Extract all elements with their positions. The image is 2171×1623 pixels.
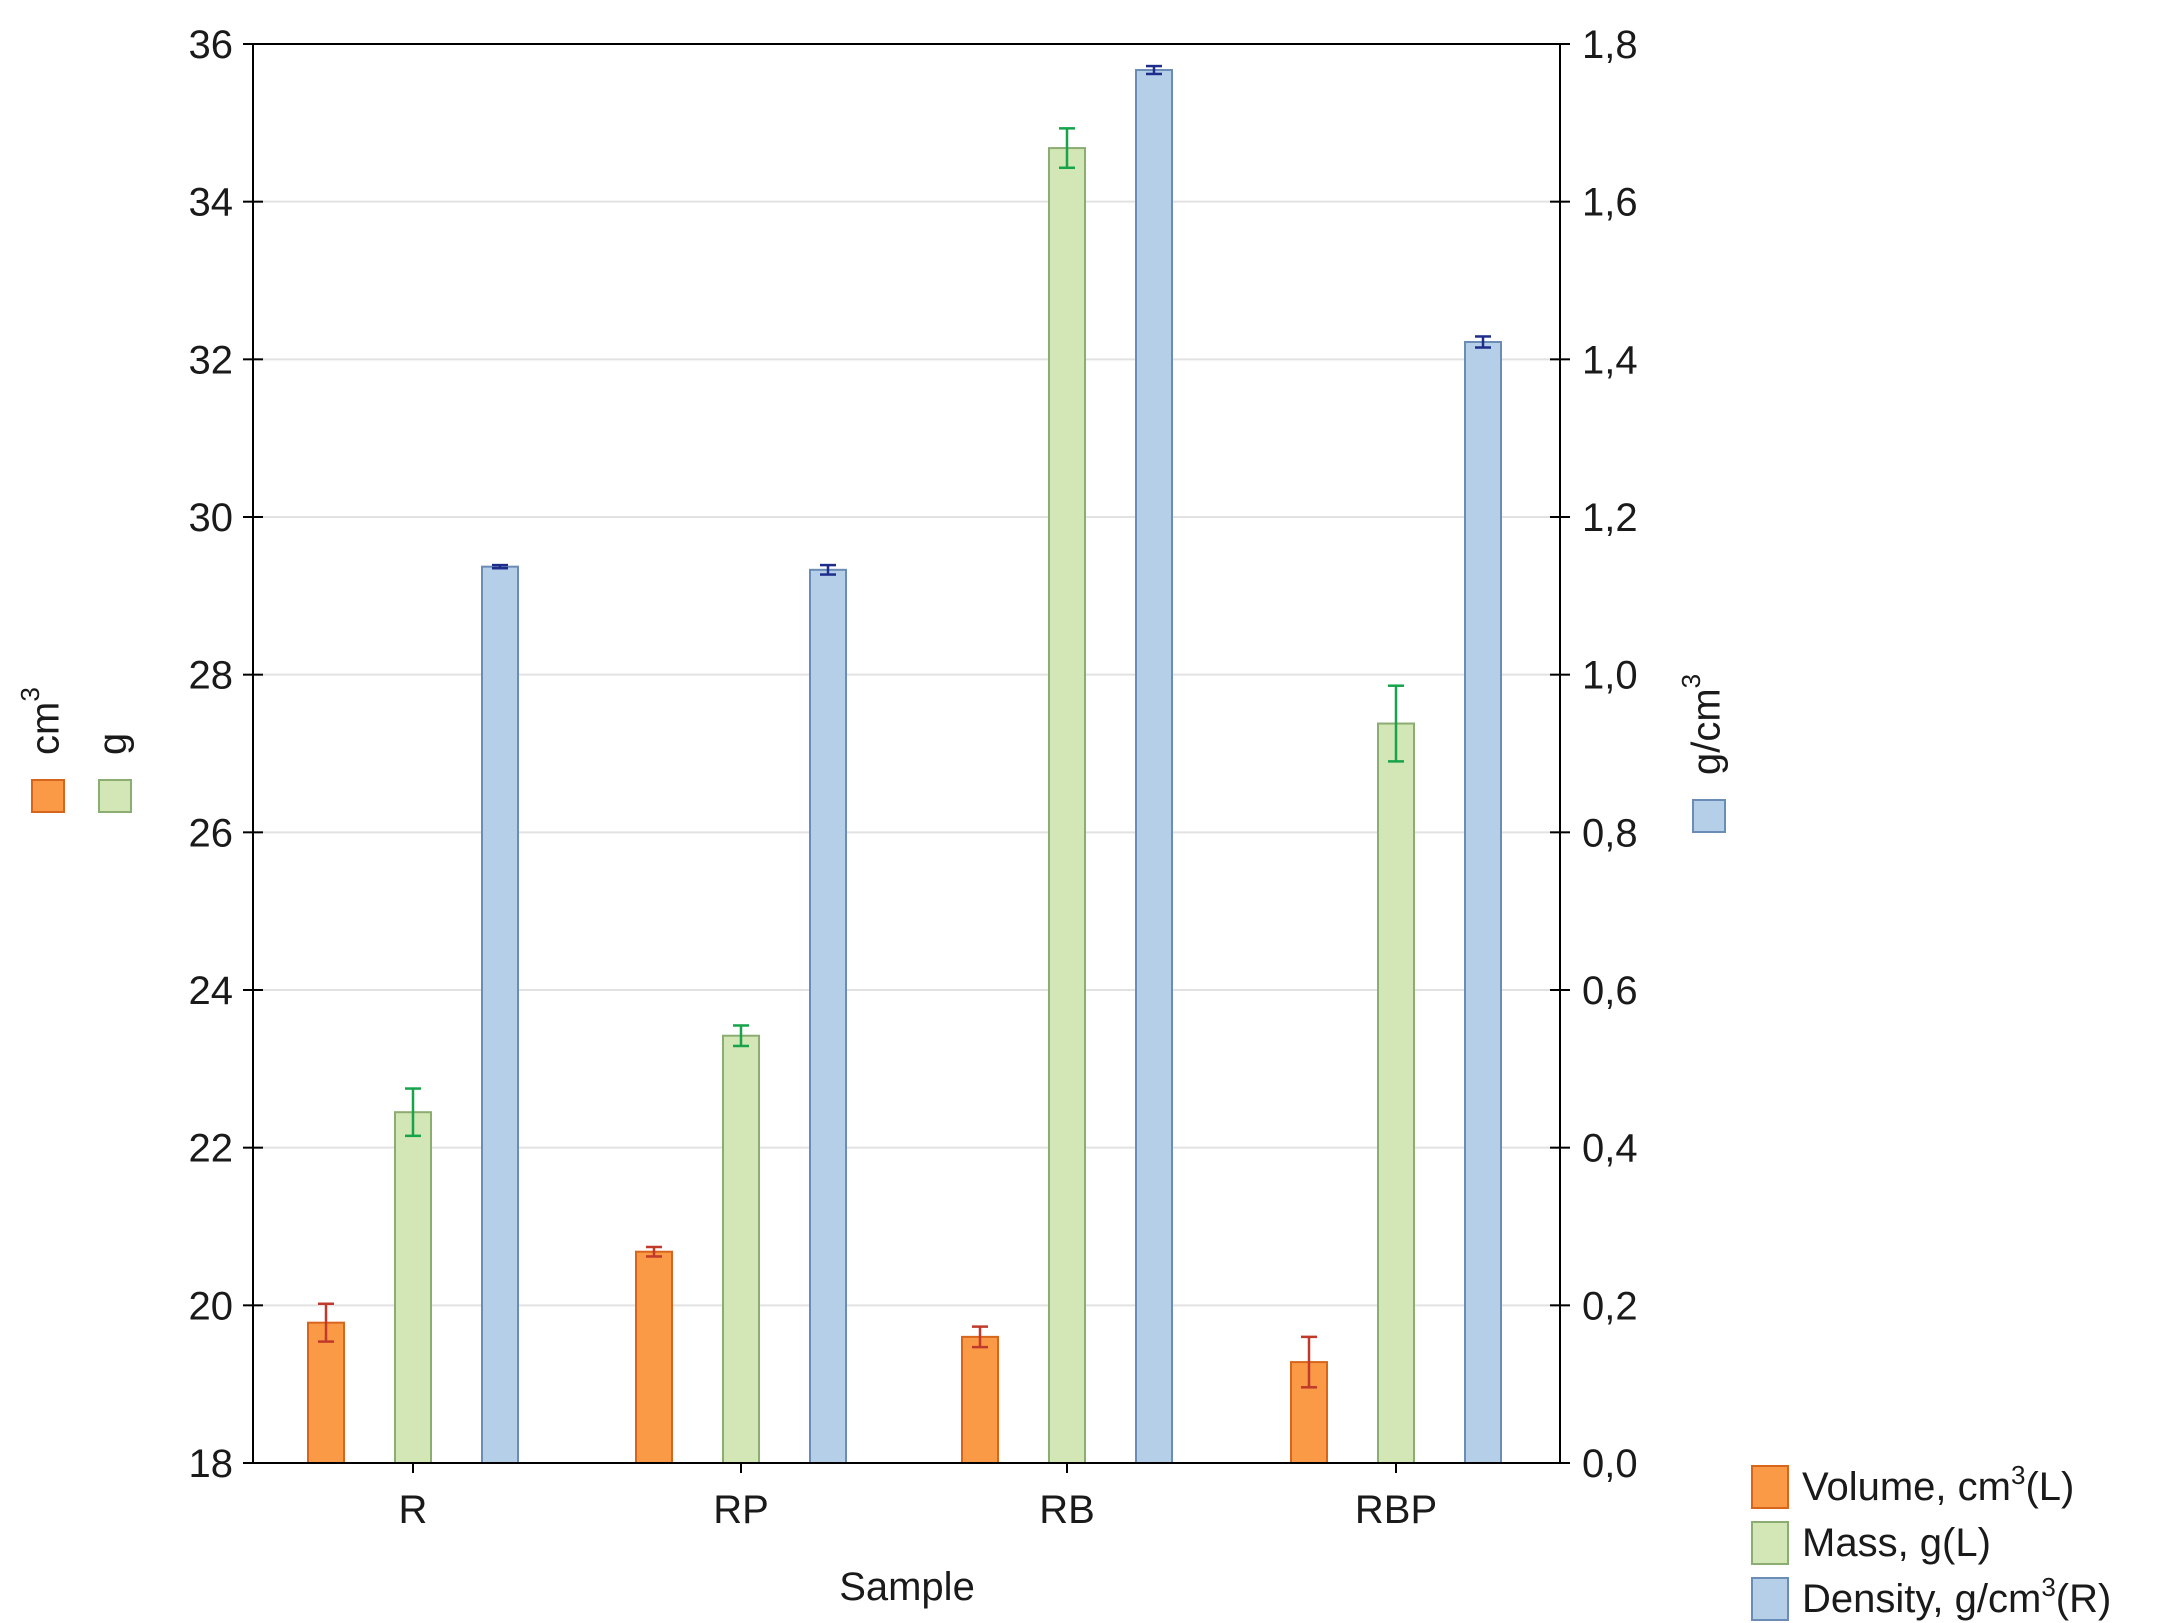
x-tick-label: RP bbox=[713, 1488, 769, 1532]
left-axis-legend-mass: g bbox=[91, 733, 135, 813]
legend-item-density: Density, g/cm3(R) bbox=[1751, 1572, 2111, 1621]
bar-density-r bbox=[481, 565, 519, 1464]
bar-density-rbp bbox=[1464, 340, 1502, 1464]
right-tick-label: 1,0 bbox=[1582, 654, 1638, 698]
legend: Volume, cm3(L) Mass, g(L) Density, g/cm3(R… bbox=[1751, 1460, 2111, 1621]
left-legend-swatch bbox=[98, 779, 132, 813]
bar-mass-rbp bbox=[1377, 722, 1415, 1464]
x-tick-label: RB bbox=[1039, 1488, 1095, 1532]
right-tick-label: 0,4 bbox=[1582, 1127, 1638, 1171]
left-tick-label: 36 bbox=[189, 23, 234, 67]
right-tick-label: 0,6 bbox=[1582, 969, 1638, 1013]
left-y-axis-ticks: 18 20 22 24 26 28 30 32 34 36 bbox=[189, 23, 263, 1486]
legend-item-volume: Volume, cm3(L) bbox=[1751, 1460, 2074, 1509]
superscript: 3 bbox=[2041, 1572, 2055, 1602]
left-legend-swatch bbox=[31, 779, 65, 813]
left-axis-title: cm3 bbox=[15, 687, 68, 755]
superscript: 3 bbox=[1676, 674, 1706, 688]
right-tick-label: 1,2 bbox=[1582, 496, 1638, 540]
superscript: 3 bbox=[15, 687, 45, 701]
right-tick-label: 1,6 bbox=[1582, 181, 1638, 225]
right-axis-legend: g/cm3 bbox=[1676, 674, 1729, 833]
left-tick-label: 30 bbox=[189, 496, 234, 540]
left-tick-label: 34 bbox=[189, 181, 234, 225]
legend-label-suffix: (R) bbox=[2056, 1577, 2112, 1621]
x-tick-label: RBP bbox=[1355, 1488, 1437, 1532]
legend-item-mass: Mass, g(L) bbox=[1751, 1521, 1991, 1565]
right-legend-swatch bbox=[1692, 799, 1726, 833]
gridlines bbox=[253, 200, 1560, 1307]
right-tick-label: 1,8 bbox=[1582, 23, 1638, 67]
left-tick-label: 24 bbox=[189, 969, 234, 1013]
right-tick-label: 0,0 bbox=[1582, 1442, 1638, 1486]
bar-volume-r bbox=[307, 1321, 345, 1464]
left-axis-legend-volume: cm3 bbox=[15, 687, 68, 813]
bar-density-rb bbox=[1135, 69, 1173, 1464]
left-tick-label: 22 bbox=[189, 1127, 234, 1171]
right-axis-legend-density: g/cm3 bbox=[1676, 674, 1729, 833]
legend-label: Mass, g(L) bbox=[1802, 1521, 1991, 1565]
left-tick-label: 18 bbox=[189, 1442, 234, 1486]
bar-density-rp bbox=[809, 568, 847, 1464]
legend-label-suffix: (L) bbox=[2025, 1465, 2074, 1509]
bar-series bbox=[307, 69, 1502, 1465]
right-tick-label: 1,4 bbox=[1582, 338, 1638, 382]
bar-mass-r bbox=[394, 1111, 432, 1464]
left-axis-title: g bbox=[91, 733, 135, 755]
right-axis-title: g/cm3 bbox=[1676, 674, 1729, 775]
legend-label: Volume, cm3(L) bbox=[1802, 1460, 2074, 1509]
x-tick-label: R bbox=[399, 1488, 428, 1532]
left-tick-label: 32 bbox=[189, 338, 234, 382]
bar-mass-rp bbox=[722, 1034, 760, 1465]
left-tick-label: 20 bbox=[189, 1284, 234, 1328]
error-bars bbox=[318, 64, 1491, 1389]
plot-frame bbox=[252, 43, 1561, 1464]
legend-swatch bbox=[1751, 1465, 1789, 1509]
bar-volume-rp bbox=[635, 1250, 673, 1465]
bar-mass-rb bbox=[1048, 147, 1086, 1464]
bar-volume-rb bbox=[961, 1335, 999, 1465]
legend-swatch bbox=[1751, 1521, 1789, 1565]
left-tick-label: 26 bbox=[189, 811, 234, 855]
left-tick-label: 28 bbox=[189, 654, 234, 698]
left-axis-legend: cm3 g bbox=[15, 687, 135, 813]
right-tick-label: 0,2 bbox=[1582, 1284, 1638, 1328]
x-axis-ticks: R RP RB RBP bbox=[399, 1463, 1437, 1532]
legend-label: Density, g/cm3(R) bbox=[1802, 1572, 2111, 1621]
superscript: 3 bbox=[2011, 1460, 2025, 1490]
legend-swatch bbox=[1751, 1577, 1789, 1621]
right-tick-label: 0,8 bbox=[1582, 811, 1638, 855]
right-y-axis-ticks: 0,0 0,2 0,4 0,6 0,8 1,0 1,2 1,4 1,6 1,8 bbox=[1550, 23, 1638, 1486]
x-axis-title: Sample bbox=[839, 1565, 975, 1609]
